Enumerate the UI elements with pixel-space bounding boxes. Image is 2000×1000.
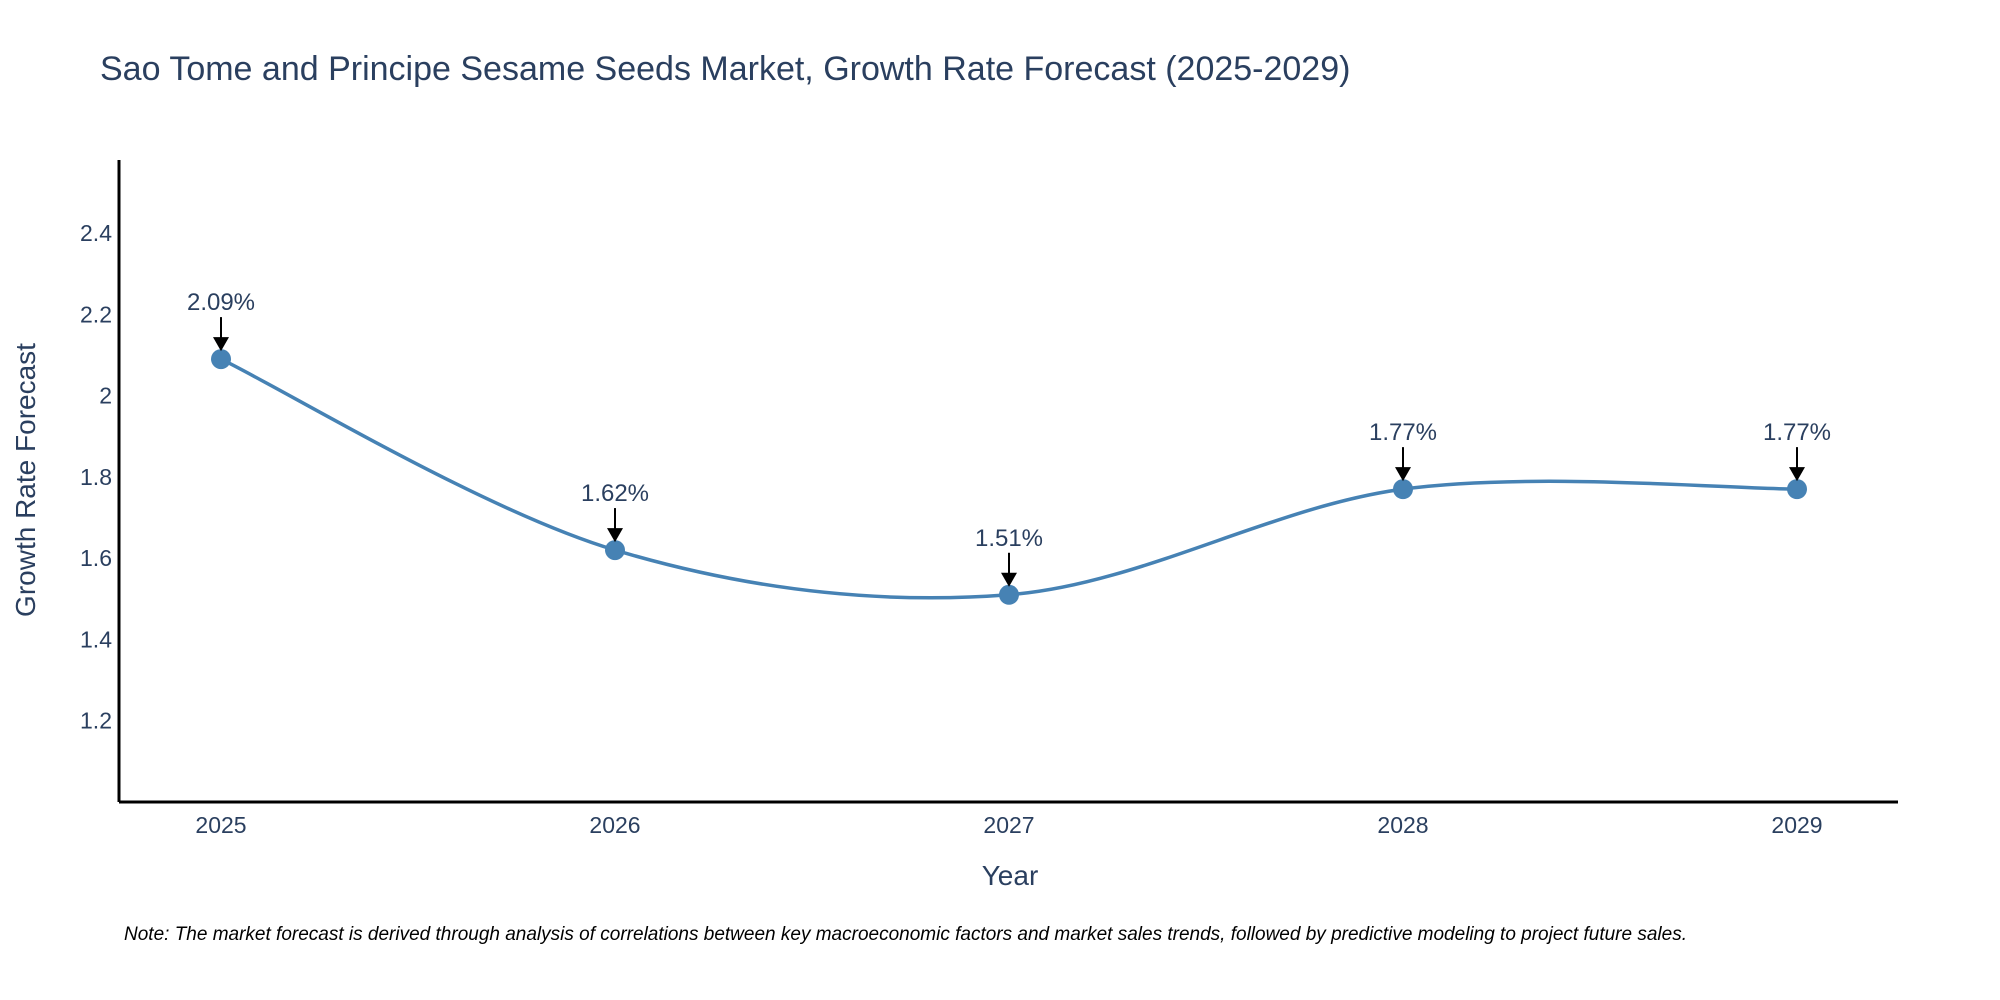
data-point-marker: [1393, 479, 1413, 500]
data-point-marker: [605, 540, 625, 561]
y-tick-label: 2.2: [80, 301, 112, 327]
x-tick-label: 2025: [195, 812, 246, 838]
y-axis-ticks: 1.2 1.4 1.6 1.8 2 2.2 2.4: [80, 220, 112, 734]
annotation-arrow-head: [213, 337, 229, 352]
data-annotations: 2.09% 1.62% 1.51% 1.77% 1.77%: [187, 289, 1831, 587]
annotation-arrow-head: [1789, 467, 1805, 482]
x-tick-label: 2029: [1771, 812, 1822, 838]
data-label: 1.62%: [581, 480, 649, 507]
data-point-marker: [211, 349, 231, 370]
x-tick-label: 2026: [589, 812, 640, 838]
x-tick-label: 2027: [983, 812, 1034, 838]
y-tick-label: 1.4: [80, 626, 112, 652]
data-point-marker: [1787, 479, 1807, 500]
data-label: 1.51%: [975, 525, 1043, 552]
data-point-marker: [999, 584, 1019, 605]
data-label: 2.09%: [187, 289, 255, 316]
y-tick-label: 2.4: [80, 220, 112, 246]
annotation-arrow-head: [607, 528, 623, 543]
x-tick-label: 2028: [1377, 812, 1428, 838]
y-axis-title: Growth Rate Forecast: [10, 343, 41, 617]
x-axis-title: Year: [982, 860, 1039, 891]
annotation-arrow-head: [1001, 572, 1017, 587]
footnote: Note: The market forecast is derived thr…: [124, 924, 1687, 945]
chart-title: Sao Tome and Principe Sesame Seeds Marke…: [100, 50, 1350, 88]
y-tick-label: 1.2: [80, 708, 112, 734]
y-tick-label: 2: [99, 383, 112, 409]
data-points: [211, 349, 1807, 605]
y-tick-label: 1.6: [80, 545, 112, 571]
x-axis-ticks: 2025 2026 2027 2028 2029: [195, 812, 1822, 838]
data-label: 1.77%: [1763, 419, 1831, 446]
data-label: 1.77%: [1369, 419, 1437, 446]
y-tick-label: 1.8: [80, 464, 112, 490]
annotation-arrow-head: [1395, 467, 1411, 482]
